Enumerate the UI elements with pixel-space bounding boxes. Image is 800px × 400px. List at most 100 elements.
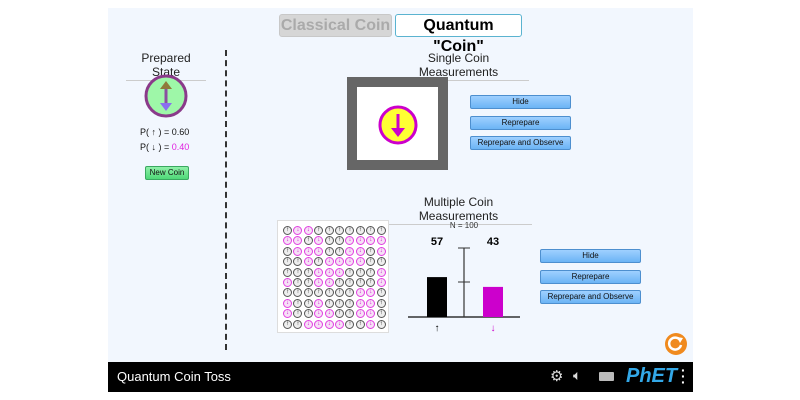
up-coin: ↑ bbox=[314, 257, 324, 267]
down-coin-icon bbox=[378, 105, 418, 145]
down-coin: ↓ bbox=[293, 246, 303, 256]
up-coin: ↑ bbox=[293, 267, 303, 277]
down-coin: ↓ bbox=[283, 236, 292, 246]
down-coin: ↓ bbox=[303, 257, 313, 267]
up-coin: ↑ bbox=[335, 278, 344, 287]
up-coin: ↑ bbox=[283, 267, 292, 277]
up-coin: ↑ bbox=[303, 309, 313, 319]
down-coin: ↓ bbox=[355, 309, 365, 319]
up-coin: ↑ bbox=[293, 319, 303, 329]
down-coin: ↓ bbox=[355, 288, 365, 298]
down-coin: ↓ bbox=[303, 226, 313, 235]
count-label-down: 43 bbox=[487, 236, 499, 248]
down-coin: ↓ bbox=[314, 236, 324, 246]
category-label-down: ↓ bbox=[491, 323, 496, 334]
up-coin: ↑ bbox=[335, 298, 344, 308]
up-coin: ↑ bbox=[355, 319, 365, 329]
down-coin: ↓ bbox=[345, 236, 355, 246]
up-coin: ↑ bbox=[293, 257, 303, 267]
up-coin: ↑ bbox=[314, 288, 324, 298]
multi-reprepare-button[interactable]: Reprepare bbox=[540, 270, 641, 284]
down-coin: ↓ bbox=[293, 226, 303, 235]
down-coin: ↓ bbox=[355, 257, 365, 267]
single-hide-button[interactable]: Hide bbox=[470, 95, 571, 109]
bar-up bbox=[427, 277, 447, 317]
down-coin: ↓ bbox=[366, 288, 376, 298]
multi-hide-button[interactable]: Hide bbox=[540, 249, 641, 263]
down-coin: ↓ bbox=[314, 246, 324, 256]
up-coin: ↑ bbox=[324, 226, 334, 235]
down-coin: ↓ bbox=[324, 267, 334, 277]
settings-icon[interactable]: ⚙ bbox=[550, 368, 564, 385]
p-down-value: 0.40 bbox=[171, 142, 190, 152]
nav-bar: Quantum Coin Toss ⚙ 🔈︎ PhET · · · bbox=[108, 362, 693, 392]
up-coin: ↑ bbox=[293, 288, 303, 298]
keyboard-icon[interactable] bbox=[599, 372, 614, 381]
phet-logo[interactable]: PhET bbox=[626, 365, 677, 388]
up-coin: ↑ bbox=[283, 288, 292, 298]
up-coin: ↑ bbox=[324, 236, 334, 246]
up-coin: ↑ bbox=[335, 226, 344, 235]
up-coin: ↑ bbox=[355, 267, 365, 277]
up-coin: ↑ bbox=[283, 226, 292, 235]
up-coin: ↑ bbox=[324, 288, 334, 298]
up-coin: ↑ bbox=[376, 257, 386, 267]
up-coin: ↑ bbox=[376, 298, 386, 308]
down-coin: ↓ bbox=[345, 257, 355, 267]
down-coin: ↓ bbox=[314, 298, 324, 308]
down-coin: ↓ bbox=[335, 267, 344, 277]
down-coin: ↓ bbox=[335, 319, 344, 329]
down-coin: ↓ bbox=[366, 319, 376, 329]
phet-logo-text: PhET bbox=[626, 365, 678, 387]
down-coin: ↓ bbox=[283, 298, 292, 308]
up-coin: ↑ bbox=[345, 267, 355, 277]
up-coin: ↑ bbox=[283, 246, 292, 256]
up-coin: ↑ bbox=[283, 319, 292, 329]
up-coin: ↑ bbox=[376, 226, 386, 235]
down-coin: ↓ bbox=[314, 278, 324, 287]
down-coin: ↓ bbox=[366, 298, 376, 308]
p-down-readout: P( ↓ ) = 0.40 bbox=[140, 142, 189, 152]
up-coin: ↑ bbox=[303, 278, 313, 287]
single-reprepare-observe-button[interactable]: Reprepare and Observe bbox=[470, 136, 571, 150]
bar-down bbox=[483, 286, 503, 317]
new-coin-button[interactable]: New Coin bbox=[145, 166, 189, 180]
up-coin: ↑ bbox=[376, 319, 386, 329]
down-coin: ↓ bbox=[293, 236, 303, 246]
tab-classical-coin[interactable]: Classical Coin bbox=[279, 14, 392, 37]
up-coin: ↑ bbox=[283, 257, 292, 267]
single-reprepare-button[interactable]: Reprepare bbox=[470, 116, 571, 130]
up-coin: ↑ bbox=[345, 288, 355, 298]
multi-reprepare-observe-button[interactable]: Reprepare and Observe bbox=[540, 290, 641, 304]
sim-title: Quantum Coin Toss bbox=[117, 369, 231, 384]
up-coin: ↑ bbox=[314, 226, 324, 235]
down-coin: ↓ bbox=[376, 267, 386, 277]
up-coin: ↑ bbox=[303, 267, 313, 277]
up-coin: ↑ bbox=[345, 278, 355, 287]
down-coin: ↓ bbox=[324, 319, 334, 329]
up-coin: ↑ bbox=[324, 246, 334, 256]
chart-title: N = 100 bbox=[450, 221, 479, 230]
prepared-coin-icon bbox=[144, 74, 188, 118]
single-coin-frame bbox=[347, 77, 448, 170]
down-coin: ↓ bbox=[366, 236, 376, 246]
tab-quantum-coin[interactable]: Quantum "Coin" bbox=[395, 14, 522, 55]
down-coin: ↓ bbox=[376, 236, 386, 246]
sound-icon[interactable]: 🔈︎ bbox=[573, 367, 582, 383]
up-coin: ↑ bbox=[303, 236, 313, 246]
reset-all-button[interactable] bbox=[664, 332, 688, 356]
single-title: Single Coin Measurements bbox=[388, 51, 529, 81]
down-coin: ↓ bbox=[335, 257, 344, 267]
up-coin: ↑ bbox=[366, 278, 376, 287]
coin-grid: ↑ ↓ ↓ ↑ ↑ ↑ ↑ ↑ ↑ ↑ ↓ ↓ ↑ ↓ ↑ ↑ ↓ ↓ ↓ ↓ ↑ ↓ ↓ ↓ ↑ ↑ ↓ ↓ ↑ ↓ ↑ ↑ ↓ ↑ ↓ ↓ ↓ ↓ ↑ ↑… bbox=[277, 220, 389, 333]
down-coin: ↓ bbox=[376, 246, 386, 256]
bar-chart: N = 100 57 ↑ 43 ↓ bbox=[408, 221, 520, 334]
down-coin: ↓ bbox=[314, 267, 324, 277]
divider bbox=[225, 50, 227, 350]
up-coin: ↑ bbox=[376, 288, 386, 298]
up-coin: ↑ bbox=[355, 278, 365, 287]
down-coin: ↓ bbox=[376, 278, 386, 287]
down-coin: ↓ bbox=[366, 309, 376, 319]
menu-icon[interactable]: · · · bbox=[681, 362, 686, 390]
down-coin: ↓ bbox=[314, 309, 324, 319]
